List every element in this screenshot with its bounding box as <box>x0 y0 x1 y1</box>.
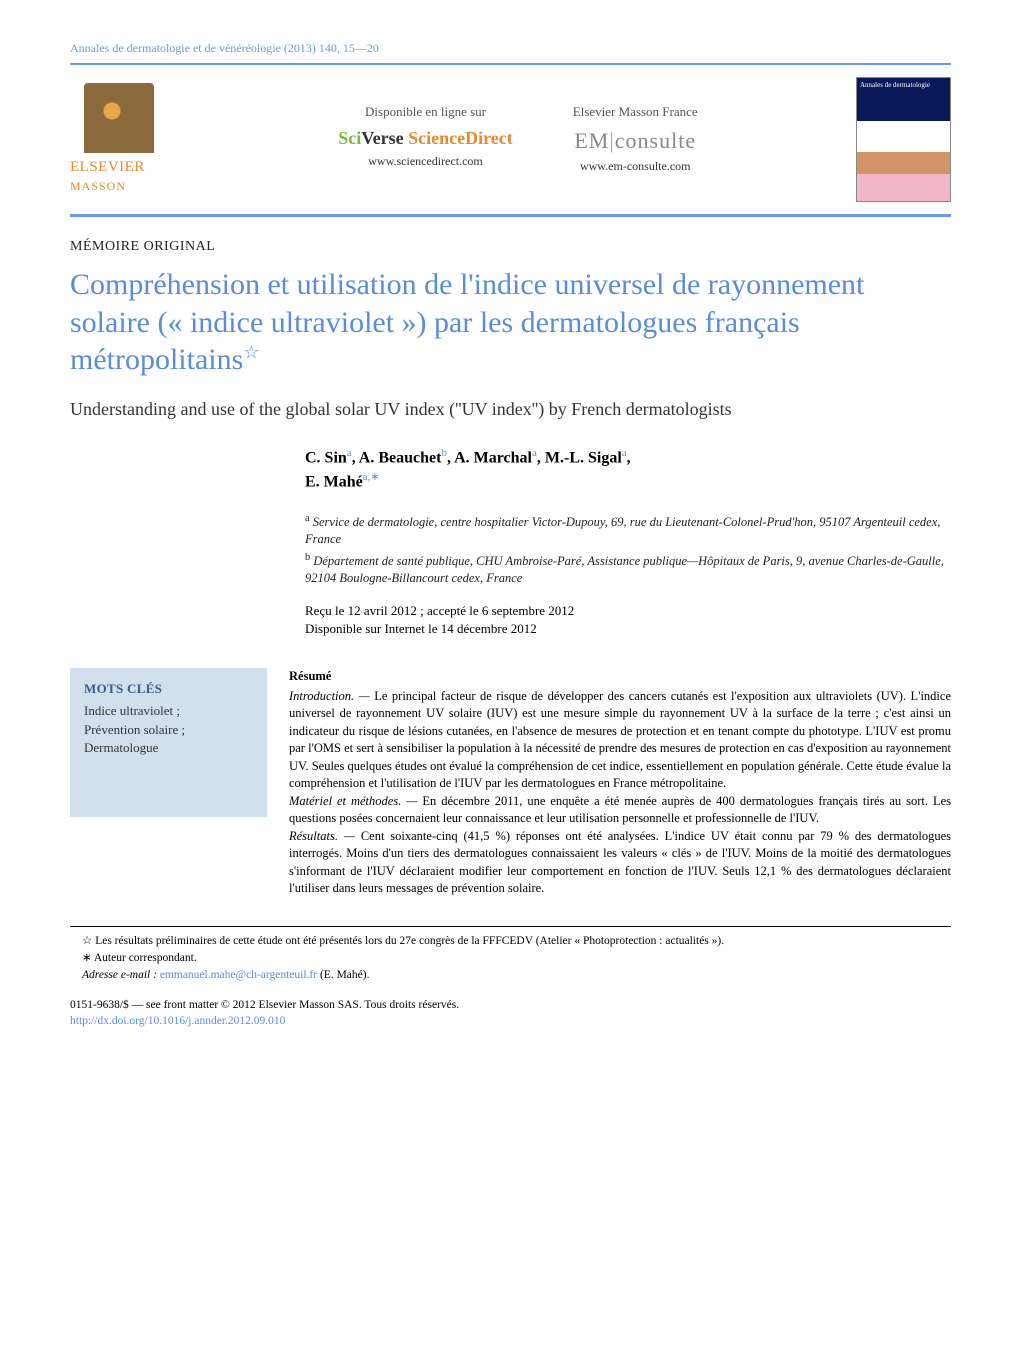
email-tail: (E. Mahé). <box>317 969 369 981</box>
results-label: Résultats. — <box>289 829 355 843</box>
keyword-1: Indice ultraviolet ; <box>84 702 253 720</box>
footnote-2-text: Auteur correspondant. <box>92 952 197 964</box>
abstract-results: Résultats. — Cent soixante-cinq (41,5 %)… <box>289 828 951 898</box>
online-date: Disponible sur Internet le 14 décembre 2… <box>305 620 951 638</box>
corresponding-email[interactable]: emmanuel.mahe@ch-argenteuil.fr <box>157 969 317 981</box>
abstract-heading: Résumé <box>289 668 951 686</box>
article-title-english: Understanding and use of the global sola… <box>70 397 951 422</box>
email-label: Adresse e-mail : <box>82 969 157 981</box>
article-title-french: Compréhension et utilisation de l'indice… <box>70 266 951 379</box>
affil-a-text: Service de dermatologie, centre hospital… <box>305 515 940 547</box>
keyword-3: Dermatologue <box>84 739 253 757</box>
article-type: MÉMOIRE ORIGINAL <box>70 237 951 257</box>
journal-cover-thumbnail: Annales de dermatologie <box>856 77 951 202</box>
available-online-label: Disponible en ligne sur <box>338 103 512 121</box>
author-sep: , <box>627 449 631 466</box>
author-1: C. Sin <box>305 449 347 466</box>
footnote-asterisk-icon: ∗ <box>82 952 92 964</box>
copyright-line: 0151-9638/$ — see front matter © 2012 El… <box>70 997 951 1013</box>
author-4: , M.-L. Sigal <box>537 449 622 466</box>
footnote-corresponding: ∗ Auteur correspondant. <box>70 950 951 966</box>
elsevier-tree-icon <box>84 83 154 153</box>
received-accepted-date: Reçu le 12 avril 2012 ; accepté le 6 sep… <box>305 602 951 620</box>
publisher-name: ELSEVIER <box>70 157 168 178</box>
emconsulte-block: Elsevier Masson France EM|consulte www.e… <box>573 103 698 175</box>
publisher-logo: ELSEVIER MASSON <box>70 83 180 195</box>
keyword-2: Prévention solaire ; <box>84 721 253 739</box>
sciencedirect-block: Disponible en ligne sur SciVerse Science… <box>338 103 512 175</box>
em-text: EM <box>574 128 609 153</box>
keywords-box: MOTS CLÉS Indice ultraviolet ; Préventio… <box>70 668 267 817</box>
footnote-star-icon: ☆ <box>82 935 92 947</box>
consulte-text: consulte <box>615 128 696 153</box>
publisher-subname: MASSON <box>70 178 168 195</box>
sciverse-verse: Verse <box>361 128 403 148</box>
results-text: Cent soixante-cinq (41,5 %) réponses ont… <box>289 829 951 896</box>
elsevier-france-label: Elsevier Masson France <box>573 103 698 121</box>
abstract-body: Résumé Introduction. — Le principal fact… <box>289 668 951 898</box>
footnote-1-text: Les résultats préliminaires de cette étu… <box>92 935 724 947</box>
doi-link[interactable]: http://dx.doi.org/10.1016/j.annder.2012.… <box>70 1013 951 1029</box>
intro-label: Introduction. — <box>289 689 370 703</box>
title-text: Compréhension et utilisation de l'indice… <box>70 268 864 376</box>
abstract-row: MOTS CLÉS Indice ultraviolet ; Préventio… <box>70 668 951 898</box>
authors-affiliations-block: C. Sina, A. Beauchetb, A. Marchala, M.-L… <box>305 446 951 638</box>
header-band: ELSEVIER MASSON Disponible en ligne sur … <box>70 63 951 217</box>
abstract-introduction: Introduction. — Le principal facteur de … <box>289 688 951 793</box>
author-2: , A. Beauchet <box>352 449 442 466</box>
author-5: E. Mahé <box>305 473 363 490</box>
article-dates: Reçu le 12 avril 2012 ; accepté le 6 sep… <box>305 602 951 638</box>
affiliation-b: b Département de santé publique, CHU Amb… <box>305 551 951 588</box>
methods-label: Matériel et méthodes. — <box>289 794 417 808</box>
journal-reference: Annales de dermatologie et de vénéréolog… <box>70 40 951 57</box>
intro-text: Le principal facteur de risque de dévelo… <box>289 689 951 791</box>
sciverse-logo: SciVerse ScienceDirect <box>338 126 512 151</box>
affil-b-text: Département de santé publique, CHU Ambro… <box>305 554 944 586</box>
authors-list: C. Sina, A. Beauchetb, A. Marchala, M.-L… <box>305 446 951 493</box>
header-links: Disponible en ligne sur SciVerse Science… <box>180 103 856 175</box>
title-footnote-star-icon: ☆ <box>243 342 259 362</box>
sciverse-sci: Sci <box>338 128 361 148</box>
affiliation-a: a Service de dermatologie, centre hospit… <box>305 512 951 549</box>
corresponding-star-icon: ∗ <box>370 471 379 483</box>
footnote-email: Adresse e-mail : emmanuel.mahe@ch-argent… <box>70 967 951 983</box>
footnote-study: ☆ Les résultats préliminaires de cette é… <box>70 933 951 949</box>
footnotes: ☆ Les résultats préliminaires de cette é… <box>70 926 951 983</box>
cover-title: Annales de dermatologie <box>860 81 930 89</box>
author-3: , A. Marchal <box>447 449 532 466</box>
em-consulte-logo: EM|consulte <box>573 126 698 157</box>
sciencedirect-url[interactable]: www.sciencedirect.com <box>338 153 512 170</box>
keywords-heading: MOTS CLÉS <box>84 680 253 698</box>
sciencedirect-text: ScienceDirect <box>404 128 513 148</box>
emconsulte-url[interactable]: www.em-consulte.com <box>573 158 698 175</box>
abstract-methods: Matériel et méthodes. — En décembre 2011… <box>289 793 951 828</box>
